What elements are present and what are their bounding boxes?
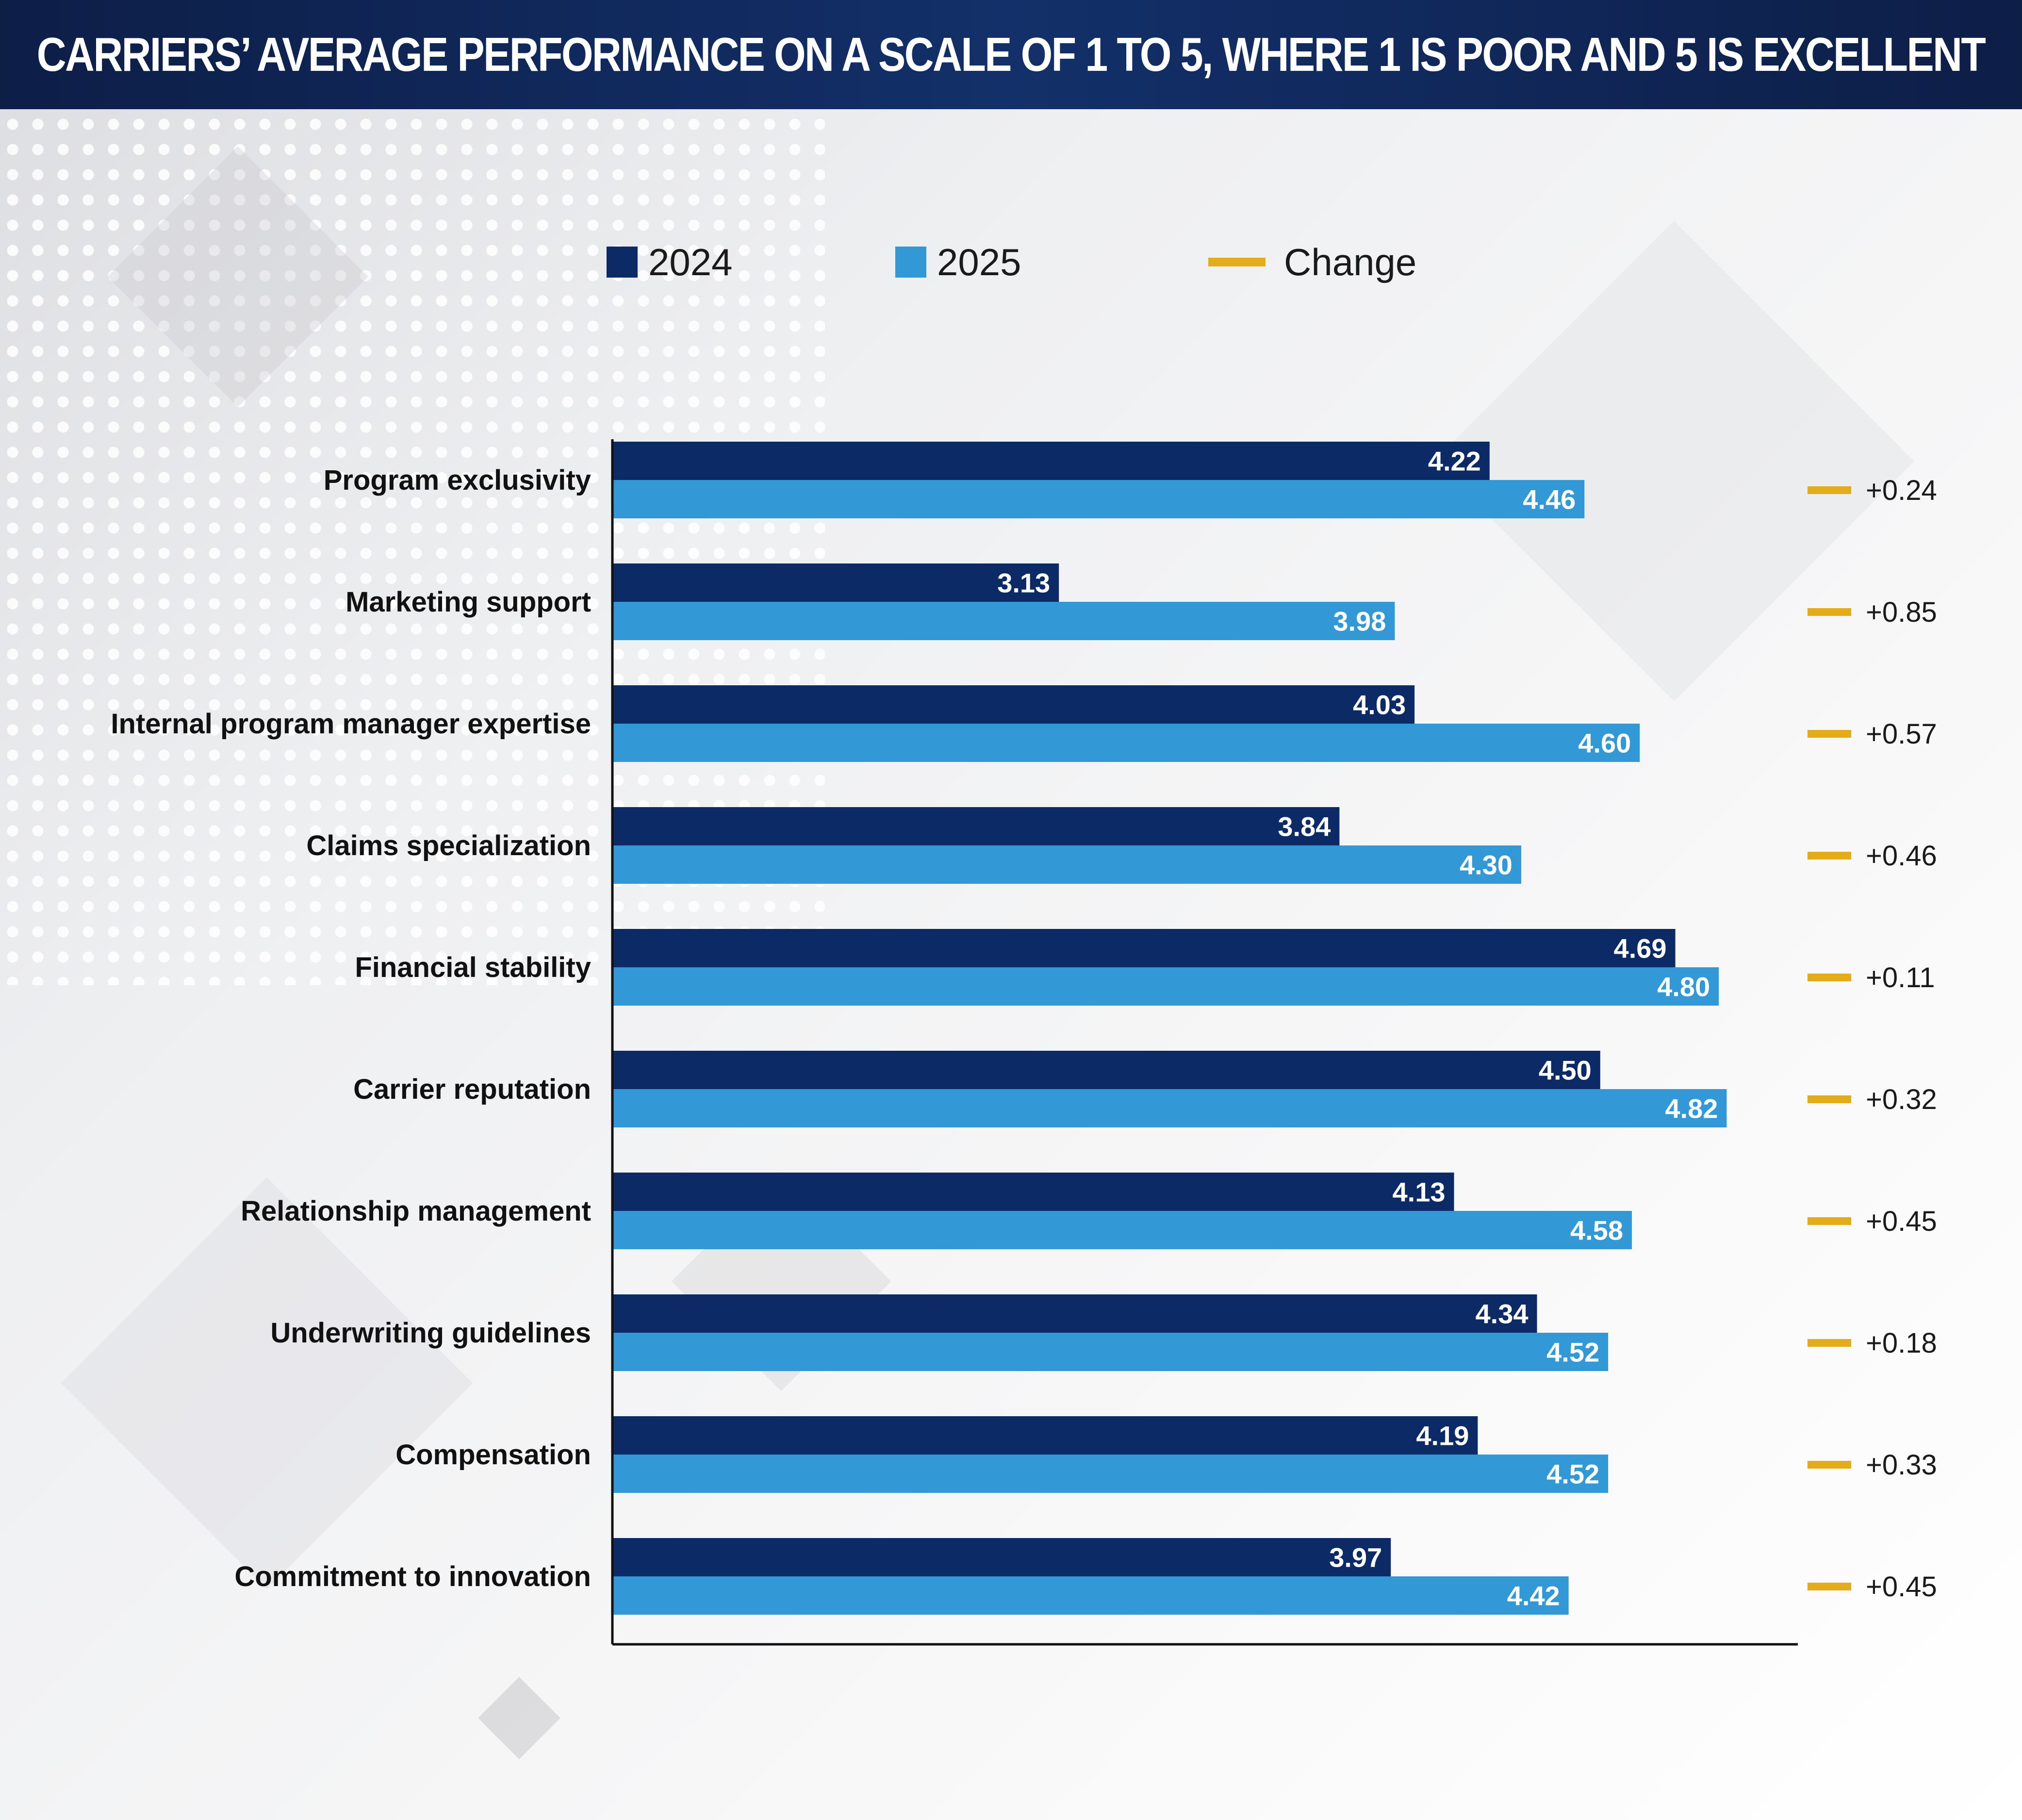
bar-2024: [612, 1538, 1391, 1576]
legend-label-2024: 2024: [648, 240, 733, 283]
category-label: Commitment to innovation: [234, 1561, 591, 1592]
bar-2024: [612, 563, 1059, 602]
legend-item-2025: 2025: [895, 240, 1021, 284]
bar-2025: [612, 845, 1521, 884]
value-label-2025: 4.30: [1460, 850, 1512, 880]
category-label: Compensation: [395, 1439, 591, 1471]
change-marker: [1808, 1339, 1851, 1347]
bar-2025: [612, 602, 1395, 640]
legend-item-2024: 2024: [607, 240, 733, 284]
change-label: +0.46: [1866, 840, 1937, 872]
category-label: Marketing support: [345, 586, 591, 618]
value-label-2025: 4.80: [1657, 972, 1710, 1002]
chart-title: CARRIERS’ AVERAGE PERFORMANCE ON A SCALE…: [37, 28, 1986, 81]
value-label-2025: 4.58: [1570, 1215, 1623, 1246]
value-label-2025: 4.60: [1578, 728, 1631, 759]
change-label: +0.24: [1866, 475, 1937, 506]
value-label-2025: 4.52: [1546, 1337, 1599, 1368]
change-marker: [1808, 1461, 1851, 1469]
bar-2024: [612, 442, 1490, 480]
value-label-2024: 4.50: [1539, 1055, 1592, 1086]
value-label-2025: 4.82: [1665, 1093, 1718, 1124]
change-label: +0.45: [1866, 1206, 1937, 1237]
change-label: +0.18: [1866, 1327, 1937, 1359]
bar-2025: [612, 1089, 1727, 1127]
bar-2025: [612, 1211, 1632, 1249]
change-marker: [1808, 730, 1851, 738]
value-label-2024: 4.69: [1614, 933, 1667, 964]
legend-label-change: Change: [1284, 240, 1417, 283]
chart-header: CARRIERS’ AVERAGE PERFORMANCE ON A SCALE…: [0, 0, 2022, 109]
bar-2025: [612, 724, 1640, 762]
bar-2024: [612, 1173, 1454, 1211]
value-label-2024: 4.03: [1353, 690, 1406, 720]
value-label-2025: 3.98: [1333, 606, 1386, 637]
value-label-2024: 4.34: [1476, 1299, 1529, 1329]
change-label: +0.33: [1866, 1449, 1937, 1481]
bar-2024: [612, 929, 1676, 967]
bar-2024: [612, 1294, 1537, 1333]
bar-2025: [612, 1455, 1609, 1493]
change-marker: [1808, 974, 1851, 981]
category-label: Underwriting guidelines: [270, 1317, 591, 1349]
value-label-2024: 3.97: [1329, 1542, 1382, 1573]
category-label: Claims specialization: [306, 830, 591, 861]
change-label: +0.11: [1866, 962, 1935, 993]
change-label: +0.32: [1866, 1084, 1937, 1115]
legend-line-change: [1208, 258, 1266, 266]
change-marker: [1808, 608, 1851, 616]
value-label-2025: 4.46: [1523, 484, 1576, 515]
value-label-2024: 4.22: [1428, 446, 1481, 477]
legend-label-2025: 2025: [937, 240, 1021, 283]
change-label: +0.45: [1866, 1571, 1937, 1603]
change-marker: [1808, 852, 1851, 860]
bar-2025: [612, 1576, 1569, 1615]
legend-swatch-2024: [607, 247, 638, 278]
bar-2025: [612, 1333, 1609, 1371]
value-label-2024: 3.84: [1278, 811, 1331, 842]
category-label: Program exclusivity: [324, 464, 591, 496]
change-marker: [1808, 1583, 1851, 1590]
value-label-2024: 4.19: [1416, 1421, 1469, 1451]
change-label: +0.85: [1866, 596, 1937, 628]
bar-2025: [612, 967, 1719, 1006]
category-label: Financial stability: [355, 952, 591, 983]
bar-2025: [612, 480, 1585, 518]
change-marker: [1808, 1217, 1851, 1225]
bar-2024: [612, 1416, 1478, 1455]
value-label-2025: 4.42: [1507, 1581, 1560, 1611]
category-label: Internal program manager expertise: [111, 708, 591, 740]
legend-swatch-2025: [895, 247, 926, 278]
legend-item-change: Change: [1208, 240, 1416, 284]
value-label-2025: 4.52: [1546, 1459, 1599, 1489]
value-label-2024: 4.13: [1393, 1177, 1446, 1208]
category-label: Carrier reputation: [353, 1074, 591, 1105]
value-label-2024: 3.13: [997, 568, 1050, 598]
change-marker: [1808, 1095, 1851, 1103]
bar-2024: [612, 685, 1415, 724]
bar-2024: [612, 1051, 1600, 1089]
change-label: +0.57: [1866, 718, 1937, 750]
change-marker: [1808, 486, 1851, 494]
bar-2024: [612, 807, 1340, 845]
category-label: Relationship management: [241, 1195, 591, 1227]
